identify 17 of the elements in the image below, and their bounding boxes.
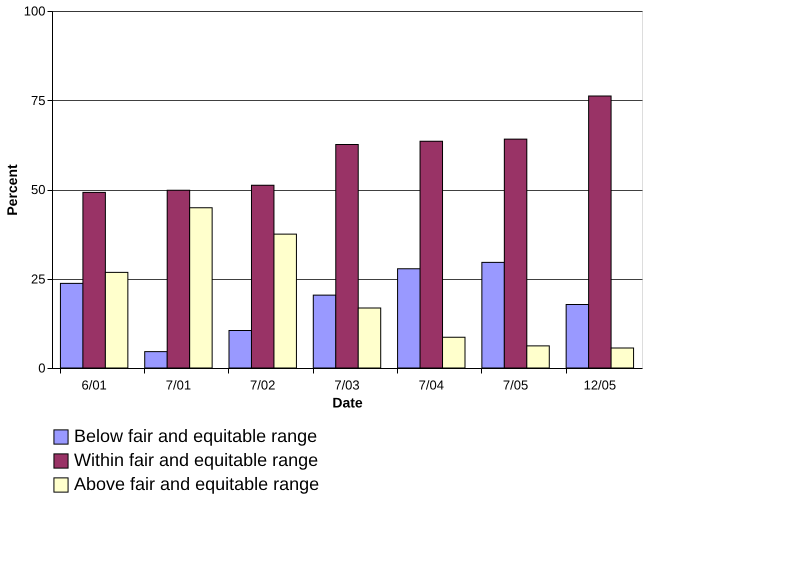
- legend-label: Below fair and equitable range: [74, 426, 318, 446]
- y-tick-label: 0: [38, 360, 46, 376]
- x-axis-title: Date: [332, 394, 363, 410]
- x-tick-label: 7/02: [250, 378, 276, 392]
- y-tick-label: 50: [31, 182, 46, 197]
- y-tick-label: 25: [31, 271, 46, 286]
- x-tick-label: 12/05: [584, 378, 616, 392]
- y-tick-label: 100: [24, 4, 46, 18]
- y-tick-label: 75: [31, 92, 46, 108]
- x-tick-label: 7/04: [418, 378, 444, 392]
- x-tick-label: 7/01: [166, 378, 192, 392]
- y-axis-title: Percent: [4, 164, 20, 216]
- x-tick-label: 7/03: [334, 378, 360, 392]
- legend-label: Within fair and equitable range: [74, 450, 318, 470]
- legend-label: Above fair and equitable range: [74, 474, 320, 494]
- x-tick-label: 6/01: [81, 378, 107, 392]
- x-tick-label: 7/05: [502, 378, 528, 392]
